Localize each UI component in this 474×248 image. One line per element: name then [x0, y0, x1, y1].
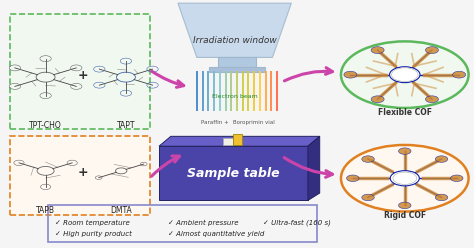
Circle shape — [390, 171, 419, 186]
Circle shape — [399, 148, 411, 155]
FancyBboxPatch shape — [10, 14, 150, 129]
Text: Paraffin +: Paraffin + — [201, 120, 228, 125]
Text: Electron beam: Electron beam — [212, 94, 257, 99]
Text: ✓ Room temperature: ✓ Room temperature — [55, 219, 130, 226]
Text: +: + — [78, 166, 89, 179]
Circle shape — [371, 96, 384, 103]
Polygon shape — [159, 146, 308, 200]
Text: TPT-CHO: TPT-CHO — [29, 121, 62, 130]
Text: ✓ High purity product: ✓ High purity product — [55, 231, 132, 237]
Polygon shape — [308, 136, 319, 200]
Text: DMTA: DMTA — [110, 206, 132, 215]
Circle shape — [435, 156, 448, 162]
Text: Boroprimin vial: Boroprimin vial — [233, 120, 274, 125]
Circle shape — [371, 47, 384, 54]
Text: Sample table: Sample table — [187, 167, 280, 180]
Text: Flexible COF: Flexible COF — [378, 108, 432, 117]
Polygon shape — [178, 3, 292, 58]
FancyBboxPatch shape — [10, 136, 150, 215]
Circle shape — [344, 71, 357, 78]
Circle shape — [399, 202, 411, 209]
Polygon shape — [218, 58, 256, 67]
Polygon shape — [159, 136, 319, 146]
Text: +: + — [78, 69, 89, 82]
Text: TAPT: TAPT — [117, 121, 135, 130]
Text: ✓ Ambient pressure: ✓ Ambient pressure — [168, 219, 239, 226]
Circle shape — [390, 67, 420, 83]
FancyBboxPatch shape — [233, 134, 242, 145]
Text: TAPB: TAPB — [36, 206, 55, 215]
Polygon shape — [209, 67, 265, 72]
Text: ✓ Almost quantitative yield: ✓ Almost quantitative yield — [168, 231, 265, 237]
Circle shape — [393, 172, 417, 185]
Circle shape — [362, 156, 374, 162]
Circle shape — [362, 194, 374, 201]
Circle shape — [453, 71, 465, 78]
Circle shape — [341, 41, 469, 108]
FancyBboxPatch shape — [223, 138, 233, 145]
Text: Rigid COF: Rigid COF — [384, 211, 426, 220]
Text: Irradiation window: Irradiation window — [193, 36, 276, 45]
Circle shape — [435, 194, 448, 201]
Text: ✓ Ultra-fast (160 s): ✓ Ultra-fast (160 s) — [263, 219, 331, 226]
Circle shape — [426, 47, 438, 54]
Circle shape — [450, 175, 463, 182]
Circle shape — [341, 145, 469, 212]
Circle shape — [426, 96, 438, 103]
Circle shape — [346, 175, 359, 182]
Circle shape — [392, 68, 418, 82]
